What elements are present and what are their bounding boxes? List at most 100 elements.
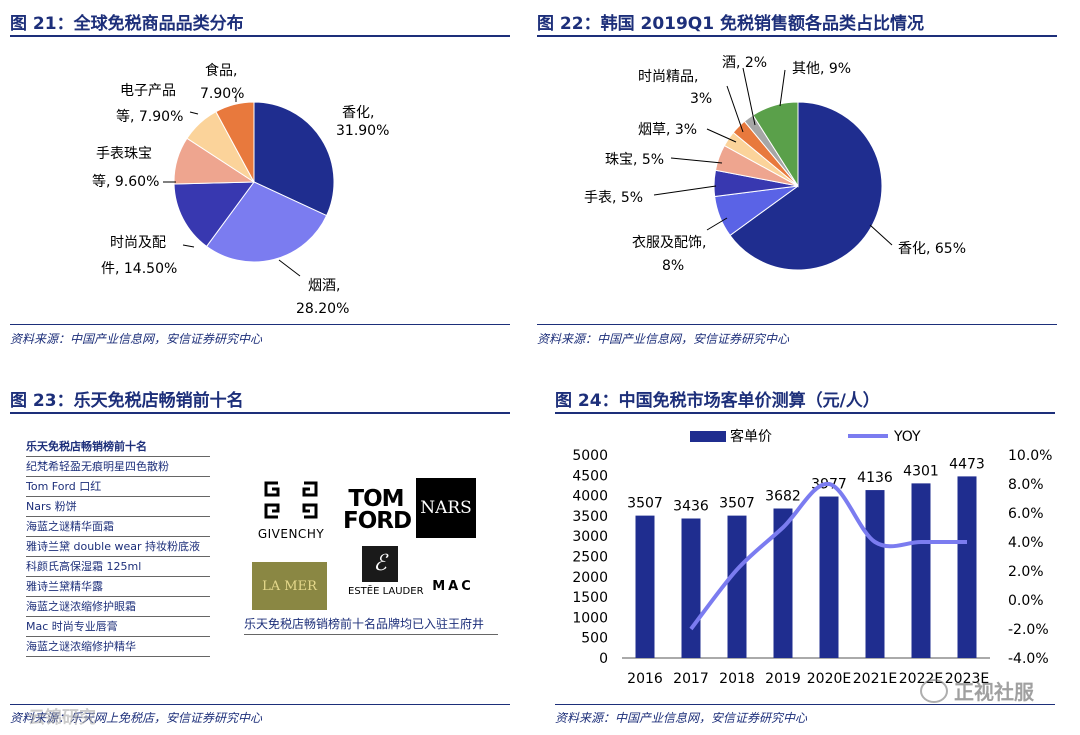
pie-slice [173,181,256,248]
pie-slice [215,101,255,183]
list-item: Mac 时尚专业唇膏 [26,617,210,637]
fig21-title-rule [10,35,510,37]
bar [727,515,747,658]
bar-value-label: 3507 [719,496,755,512]
lamer-wordmark: LA MER [262,578,317,594]
esteelauder-monogram-icon: ℰ [362,546,398,582]
fig21-bottom-rule [10,324,510,325]
fig23-logo-caption: 乐天免税店畅销榜前十名品牌均已入驻王府井 [244,615,498,635]
x-tick-label: 2021E [853,671,897,687]
nars-logo: NARS [416,478,476,538]
fig21-label: 7.90% [200,86,244,102]
bar-value-label: 4136 [857,470,893,486]
fig21-title: 图 21：全球免税商品品类分布 [10,14,244,34]
fig24-bottom-rule [555,704,1055,705]
list-item: 纪梵希轻盈无痕明星四色散粉 [26,457,210,477]
y-left-tick-label: 3500 [572,509,608,525]
fig21-label: 时尚及配 [110,235,166,251]
pie-slice [729,101,883,271]
y-right-tick-label: -4.0% [1008,651,1049,667]
fig21-label: 手表珠宝 [96,146,152,162]
fig22-source: 资料来源：中国产业信息网，安信证券研究中心 [537,332,790,346]
fig24-bar-line-chart: 0 500 1000 1500 2000 2500 3000 3500 4000 4500 5000… [572,428,1052,687]
nars-wordmark: NARS [420,498,472,518]
fig21-label: 件, 14.50% [101,261,177,277]
y-left-tick-label: 2000 [572,570,608,586]
list-item: 雅诗兰黛精华露 [26,577,210,597]
y-left-tick-label: 2500 [572,550,608,566]
fig22-label: 8% [662,258,684,274]
givenchy-emblem-icon [264,481,318,519]
fig22-label: 烟草, 3% [638,122,697,138]
esteelauder-wordmark: ESTĒE LAUDER [348,586,424,597]
y-left-tick-label: 500 [581,631,608,647]
y-left-tick-label: 1500 [572,590,608,606]
fig22-title: 图 22：韩国 2019Q1 免税销售额各品类占比情况 [537,14,925,34]
tomford-wordmark-line1: TOM [348,486,404,512]
fig22-label: 手表, 5% [584,190,643,206]
mac-wordmark: MAC [432,579,474,594]
bar-value-label: 3682 [765,489,801,505]
fig22-label: 时尚精品, [638,69,698,85]
fig24-title-rule [555,412,1055,414]
wechat-icon [920,678,948,703]
y-left-tick-label: 3000 [572,529,608,545]
fig22-label: 酒, 2% [722,55,767,71]
fig21-source: 资料来源：中国产业信息网，安信证券研究中心 [10,332,263,346]
bar-value-label: 4301 [903,463,939,479]
fig22-title-rule [537,35,1057,37]
fig21-label: 31.90% [336,123,389,139]
fig22-bottom-rule [537,324,1057,325]
fig22-label: 衣服及配饰, [632,235,706,251]
y-left-tick-label: 4500 [572,468,608,484]
bar-value-label: 3436 [673,498,709,514]
list-item: 科颜氏高保湿霜 125ml [26,557,210,577]
fig22-label: 3% [690,91,712,107]
y-left-tick-label: 1000 [572,610,608,626]
list-item: 海蓝之谜浓缩修护眼霜 [26,597,210,617]
fig21-label: 烟酒, [308,278,340,294]
bar [865,490,885,658]
legend-bar-swatch [690,431,726,442]
bar [681,518,701,658]
x-tick-label: 2023E [945,671,989,687]
fig23-source: 资料来源：乐天网上免税店，安信证券研究中心 [10,711,263,725]
legend-label: 客单价 [730,428,772,445]
esteelauder-logo: ℰ ESTĒE LAUDER [348,546,424,597]
fig21-label: 等, 7.90% [116,108,183,125]
list-item: Nars 粉饼 [26,497,210,517]
x-tick-label: 2016 [627,671,663,687]
bar [957,476,977,658]
x-tick-label: 2019 [765,671,801,687]
y-right-tick-label: 10.0% [1008,448,1052,464]
bar [911,483,931,658]
bestseller-list-header: 乐天免税店畅销榜前十名 [26,438,210,457]
fig24-source: 资料来源：中国产业信息网，安信证券研究中心 [555,711,808,725]
fig21-label: 香化, [342,105,374,121]
x-tick-label: 2018 [719,671,755,687]
tomford-logo: TOM FORD [343,486,412,533]
y-left-tick-label: 0 [599,651,608,667]
mac-logo: MAC [424,575,482,594]
watermark-right-text: 正视社服 [954,680,1034,704]
fig21-pie-chart: 香化, 31.90% 烟酒, 28.20% 时尚及配 件, 14.50% 手表珠… [92,62,389,317]
lamer-logo: LA MER [252,562,327,610]
fig23-bottom-rule [10,704,510,705]
list-item: 海蓝之谜精华面霜 [26,517,210,537]
fig21-label: 电子产品 [120,83,176,99]
x-tick-label: 2017 [673,671,709,687]
y-right-tick-label: 6.0% [1008,506,1044,522]
bestseller-list: 乐天免税店畅销榜前十名 纪梵希轻盈无痕明星四色散粉 Tom Ford 口红 Na… [26,438,210,657]
y-right-tick-label: 8.0% [1008,477,1044,493]
fig21-label: 等, 9.60% [92,173,159,190]
pie-slice [253,101,335,217]
fig22-label: 珠宝, 5% [605,152,664,168]
y-right-tick-label: -2.0% [1008,622,1049,638]
list-item: 雅诗兰黛 double wear 持妆粉底液 [26,537,210,557]
x-tick-label: 2020E [807,671,851,687]
bar [819,496,839,658]
list-item: 海蓝之谜浓缩修护精华 [26,637,210,657]
givenchy-logo: GIVENCHY [254,480,328,541]
bar [773,508,793,658]
pie-slice [205,181,328,263]
